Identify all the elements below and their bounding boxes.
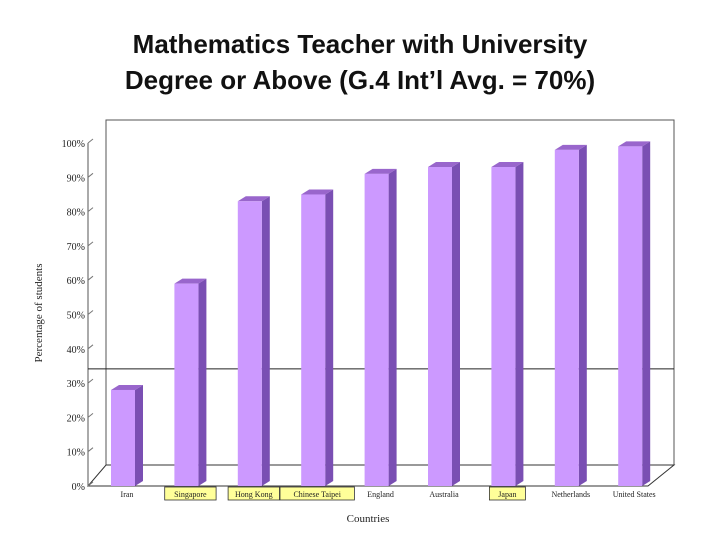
bar-side [198,278,207,486]
bar [174,283,199,486]
x-axis-title: Countries [347,513,390,525]
bar-side [642,141,651,486]
bar-top [364,168,397,174]
category-label: Australia [429,490,459,499]
bar-group [428,162,460,486]
y-axis-title: Percentage of students [33,264,45,363]
bar-group [554,144,587,487]
bar-side [452,162,460,486]
bar-side [135,384,143,486]
y-tick-label: 60% [67,276,85,287]
bar-top [618,141,651,147]
bar [554,149,579,487]
bar-top [237,196,270,202]
bar-side [261,196,270,486]
y-tick-mark [87,481,94,487]
y-axis-ticks: 0% 10% 20% 30% 40% 50% 60% 70% 80% 90% 100% [62,138,94,493]
y-tick-label: 90% [67,173,85,184]
bar-top [491,162,524,168]
bar-top [554,144,587,150]
bar-group [301,189,334,486]
y-tick-mark [87,344,94,350]
category-highlight-box [279,486,355,501]
category-label: Japan [498,490,516,499]
bar [428,167,452,486]
bar-group [237,196,270,486]
chart-title-line-2: Degree or Above (G.4 Int’l Avg. = 70%) [124,65,596,95]
bar [111,389,135,486]
bar-group [491,162,524,486]
x-axis-categories: Iran Singapore Hong Kong Chinese Taipei Engl… [121,486,656,501]
y-tick-label: 10% [67,448,85,459]
bar [364,173,389,486]
y-tick-label: 50% [67,311,85,322]
y-tick-label: 80% [67,208,85,219]
category-label: Netherlands [551,490,590,499]
bar [237,201,262,486]
bar-side [325,189,334,486]
bar [301,194,326,486]
category-highlight-box [227,486,280,501]
bar-group [174,278,207,486]
category-label: United States [613,490,656,499]
category-label: Iran [121,490,134,499]
category-label: Singapore [174,490,207,499]
y-tick-mark [87,241,94,247]
bar-group [364,168,397,486]
y-tick-mark [87,378,94,384]
y-tick-label: 100% [62,139,85,150]
bar-side [388,168,397,486]
bars [111,141,651,487]
category-label: England [367,490,394,499]
y-tick-mark [87,413,94,418]
bar-top [174,278,207,284]
bar-group [618,141,651,486]
y-tick-label: 20% [67,413,85,424]
category-highlight-box [488,486,526,501]
bar-side [578,144,587,487]
y-tick-mark [87,207,94,212]
category-highlight-box [164,486,217,501]
y-tick-mark [87,138,94,144]
bar-top [301,189,334,195]
y-tick-mark [87,172,94,178]
y-tick-mark [87,275,94,281]
category-label: Chinese Taipei [293,490,341,499]
bar-side [515,162,524,486]
bar-group [111,384,143,486]
bar [618,146,643,486]
y-tick-mark [87,310,94,315]
y-tick-label: 30% [67,379,85,390]
y-tick-label: 40% [67,345,85,356]
chart-title: Mathematics Teacher with University Degr… [0,26,720,98]
bar-top [111,384,143,390]
bar-top [428,162,460,168]
bar [491,167,516,486]
chart-title-line-1: Mathematics Teacher with University [132,29,588,59]
y-tick-mark [87,447,94,453]
y-tick-label: 70% [67,242,85,253]
y-tick-label: 0% [72,482,85,493]
category-label: Hong Kong [235,490,273,499]
